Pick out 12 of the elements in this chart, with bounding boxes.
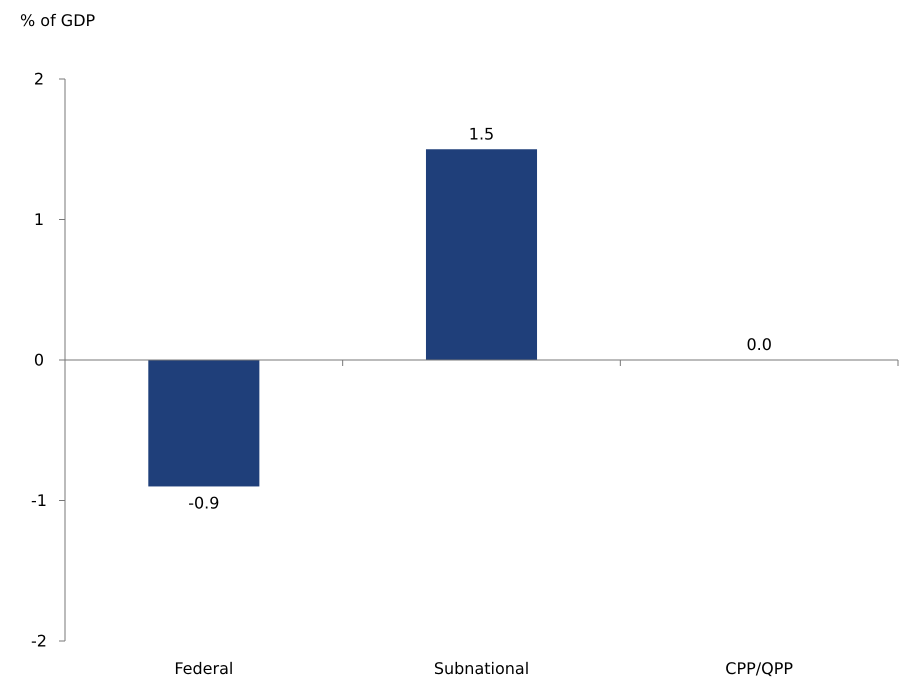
data-label: -0.9 — [188, 493, 220, 512]
y-tick-label: 2 — [34, 70, 44, 89]
x-tick-label: CPP/QPP — [725, 659, 794, 678]
x-tick-label: Subnational — [434, 659, 530, 678]
y-axis-title: % of GDP — [20, 11, 96, 30]
y-tick-label: -1 — [31, 491, 47, 510]
data-label: 1.5 — [468, 124, 494, 144]
x-tick-label: Federal — [174, 659, 234, 678]
y-tick-label: -2 — [31, 632, 47, 651]
y-tick-label: 0 — [34, 350, 44, 370]
data-label: 0.0 — [746, 335, 772, 354]
y-tick-label: 1 — [34, 210, 44, 230]
